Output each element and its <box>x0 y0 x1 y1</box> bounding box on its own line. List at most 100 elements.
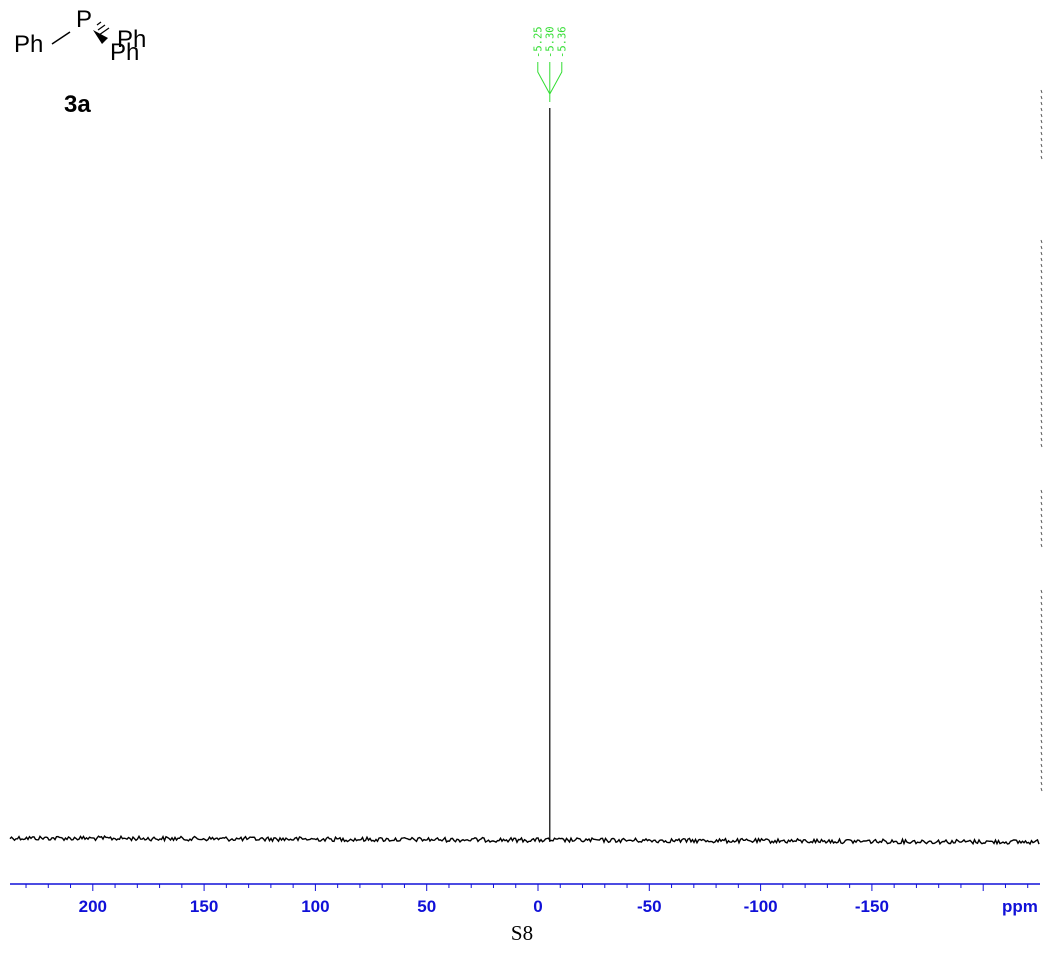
edge-mark <box>1040 371 1043 376</box>
peak-label: -5.25 <box>532 26 544 58</box>
edge-mark <box>1040 667 1043 672</box>
compound-label: 3a <box>64 91 91 118</box>
edge-mark <box>1040 95 1043 100</box>
edge-mark <box>1040 607 1043 612</box>
edge-mark <box>1040 113 1043 118</box>
edge-mark <box>1040 347 1043 352</box>
bond-left <box>51 31 71 45</box>
edge-mark <box>1040 125 1043 130</box>
edge-mark <box>1040 745 1043 750</box>
edge-mark <box>1040 365 1043 370</box>
edge-mark <box>1040 489 1043 494</box>
edge-mark <box>1040 299 1043 304</box>
edge-mark <box>1040 495 1043 500</box>
edge-mark <box>1040 443 1043 448</box>
edge-mark <box>1040 763 1043 768</box>
edge-mark <box>1040 697 1043 702</box>
edge-mark <box>1040 781 1043 786</box>
edge-mark <box>1040 637 1043 642</box>
edge-mark <box>1040 89 1043 94</box>
peak-label: -5.36 <box>556 26 568 58</box>
peak-label-connectors <box>537 62 563 102</box>
spectrum-baseline <box>9 834 1040 846</box>
edge-mark <box>1040 263 1043 268</box>
edge-mark <box>1040 101 1043 106</box>
edge-mark <box>1040 531 1043 536</box>
x-axis-tick-label: -150 <box>855 897 889 916</box>
edge-mark <box>1040 595 1043 600</box>
edge-mark <box>1040 727 1043 732</box>
edge-mark <box>1040 625 1043 630</box>
edge-mark <box>1040 431 1043 436</box>
edge-mark <box>1040 733 1043 738</box>
edge-mark <box>1040 709 1043 714</box>
edge-mark <box>1040 679 1043 684</box>
edge-mark <box>1040 655 1043 660</box>
edge-mark <box>1040 335 1043 340</box>
edge-mark <box>1040 425 1043 430</box>
edge-mark <box>1040 769 1043 774</box>
edge-mark <box>1040 519 1043 524</box>
edge-mark <box>1040 437 1043 442</box>
peak-label-group: -5.25 -5.30 -5.36 <box>532 26 568 102</box>
edge-mark <box>1040 413 1043 418</box>
edge-mark <box>1040 787 1043 792</box>
edge-mark <box>1040 131 1043 136</box>
edge-mark <box>1040 305 1043 310</box>
edge-mark <box>1040 407 1043 412</box>
x-axis-tick-label: 100 <box>301 897 329 916</box>
edge-mark <box>1040 353 1043 358</box>
phosphorus-label: P <box>76 6 92 33</box>
page-number: S8 <box>511 921 533 945</box>
edge-mark <box>1040 137 1043 142</box>
phenyl-bottom-label: Ph <box>110 39 139 66</box>
x-axis-tick-label: -50 <box>637 897 662 916</box>
edge-mark <box>1040 251 1043 256</box>
edge-mark <box>1040 329 1043 334</box>
edge-mark <box>1040 739 1043 744</box>
edge-mark <box>1040 395 1043 400</box>
x-axis-tick-label: 0 <box>533 897 542 916</box>
x-axis-tick-label: 150 <box>190 897 218 916</box>
edge-mark <box>1040 377 1043 382</box>
edge-mark <box>1040 715 1043 720</box>
edge-mark <box>1040 287 1043 292</box>
edge-mark <box>1040 155 1043 160</box>
x-axis-ticks: 200 150 100 50 0 -50 -100 -150 <box>25 884 1029 916</box>
edge-mark <box>1040 359 1043 364</box>
edge-mark <box>1040 721 1043 726</box>
edge-mark <box>1040 619 1043 624</box>
edge-mark <box>1040 589 1043 594</box>
edge-mark <box>1040 311 1043 316</box>
edge-mark <box>1040 501 1043 506</box>
edge-mark <box>1040 389 1043 394</box>
edge-mark <box>1040 703 1043 708</box>
x-axis-tick-label: 200 <box>79 897 107 916</box>
x-axis-unit-label: ppm <box>1002 897 1038 916</box>
peak-label: -5.30 <box>544 26 556 58</box>
edge-mark <box>1040 275 1043 280</box>
edge-mark <box>1040 513 1043 518</box>
bold-wedge-bond <box>93 30 108 44</box>
x-axis-tick-label: -100 <box>744 897 778 916</box>
edge-mark <box>1040 323 1043 328</box>
edge-mark <box>1040 507 1043 512</box>
phenyl-right-label: Ph <box>117 26 146 53</box>
x-axis-tick-label: 50 <box>417 897 436 916</box>
hashed-wedge-bond <box>96 21 110 36</box>
edge-mark <box>1040 383 1043 388</box>
edge-mark <box>1040 543 1043 548</box>
edge-mark <box>1040 613 1043 618</box>
edge-mark <box>1040 107 1043 112</box>
edge-mark <box>1040 143 1043 148</box>
edge-mark <box>1040 239 1043 244</box>
edge-mark <box>1040 317 1043 322</box>
edge-mark <box>1040 601 1043 606</box>
edge-mark <box>1040 691 1043 696</box>
edge-mark <box>1040 269 1043 274</box>
chemical-structure: Ph P Ph Ph 3a <box>14 6 146 118</box>
phenyl-left-label: Ph <box>14 31 43 58</box>
edge-mark <box>1040 341 1043 346</box>
edge-mark <box>1040 673 1043 678</box>
